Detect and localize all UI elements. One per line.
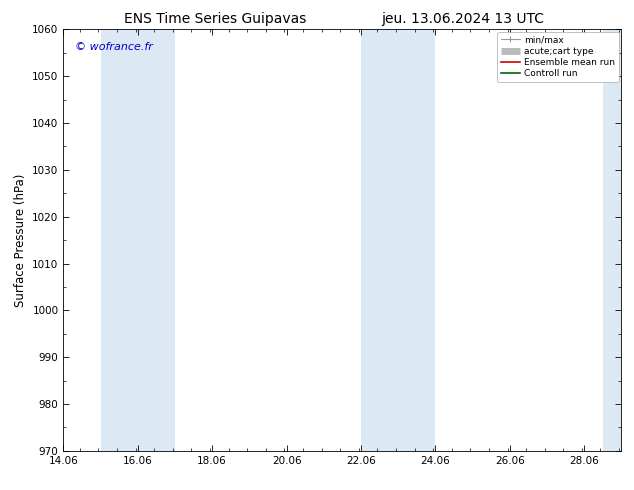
Text: © wofrance.fr: © wofrance.fr — [75, 42, 152, 52]
Legend: min/max, acute;cart type, Ensemble mean run, Controll run: min/max, acute;cart type, Ensemble mean … — [497, 32, 619, 82]
Bar — [101, 29, 175, 451]
Text: jeu. 13.06.2024 13 UTC: jeu. 13.06.2024 13 UTC — [381, 12, 545, 26]
Bar — [603, 29, 621, 451]
Text: ENS Time Series Guipavas: ENS Time Series Guipavas — [124, 12, 307, 26]
Y-axis label: Surface Pressure (hPa): Surface Pressure (hPa) — [14, 173, 27, 307]
Bar — [361, 29, 436, 451]
